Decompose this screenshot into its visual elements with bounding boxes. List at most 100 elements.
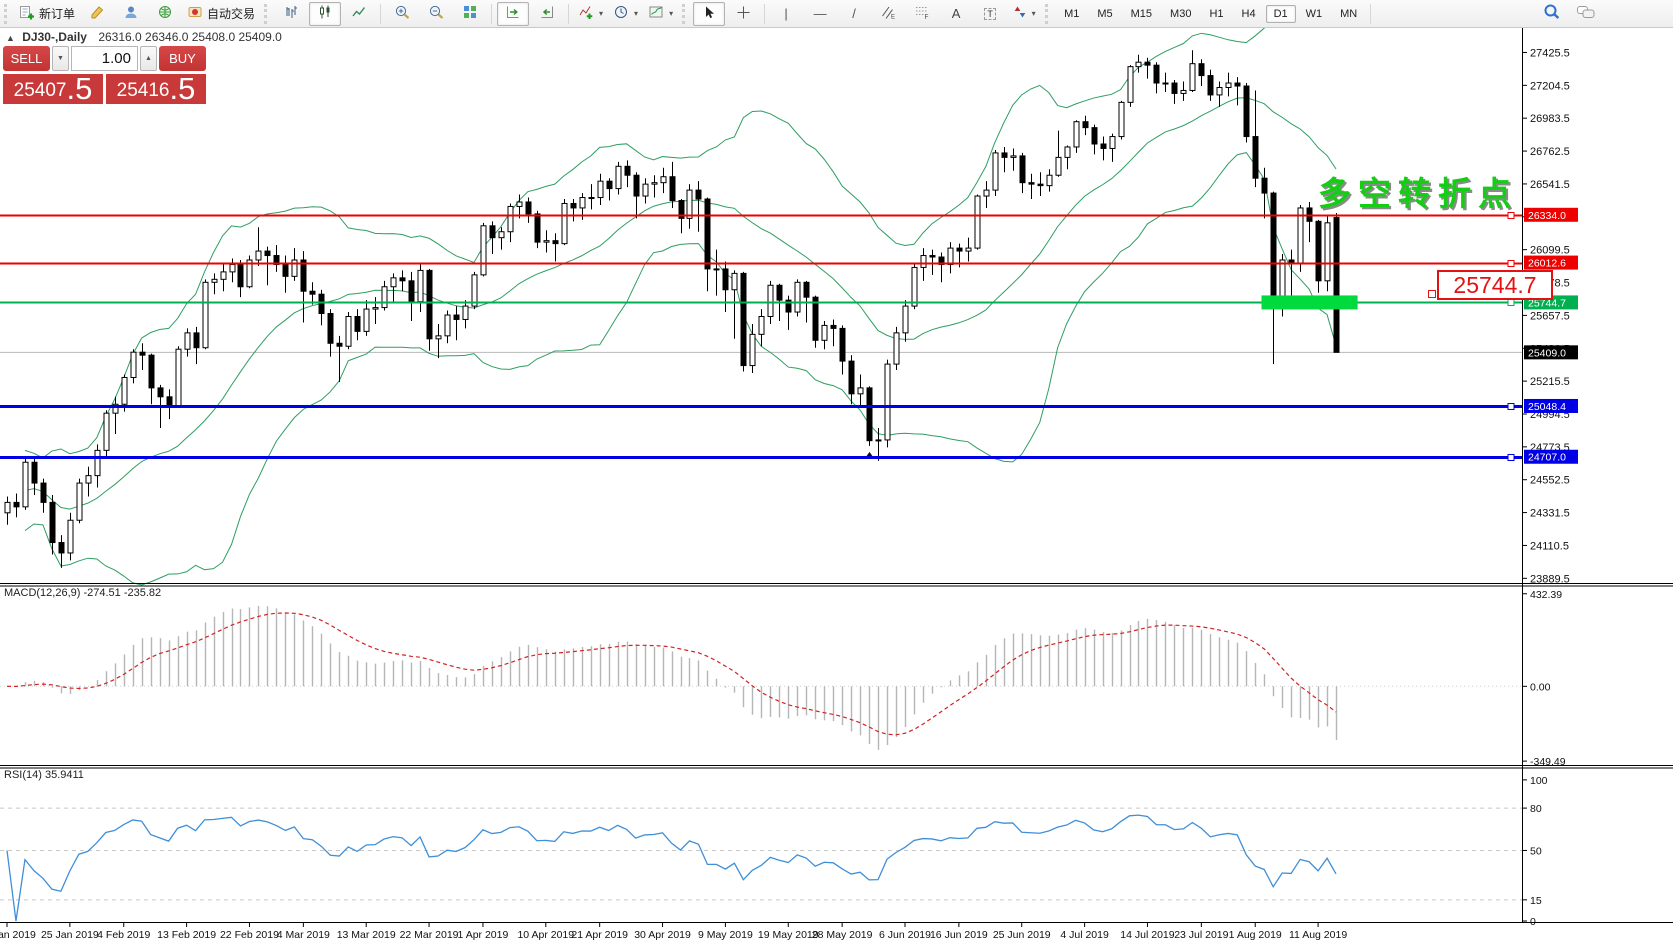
- profile-icon: [123, 4, 139, 23]
- autoscroll-icon: [505, 4, 521, 23]
- toolbar-separator: [1370, 3, 1372, 24]
- volume-input[interactable]: [71, 46, 138, 71]
- svg-text:26541.5: 26541.5: [1530, 179, 1570, 191]
- chart-canvas[interactable]: 23889.524110.524331.524552.524773.524994…: [0, 27, 1673, 949]
- one-click-trade-panel: SELL ▼ ▲ BUY 25407.5 25416.5: [3, 46, 206, 104]
- timeframe-m1[interactable]: M1: [1064, 7, 1080, 20]
- toolbar-separator: [491, 3, 493, 24]
- svg-text:1 Aug 2019: 1 Aug 2019: [1229, 929, 1282, 941]
- buy-price-fraction: .5: [169, 71, 196, 106]
- line-chart-button[interactable]: [343, 2, 375, 26]
- timeframe-h4[interactable]: H4: [1241, 7, 1256, 20]
- zoom-in-button[interactable]: [386, 2, 418, 26]
- arrows-icon: [1013, 5, 1027, 22]
- price-axis: 23889.524110.524331.524552.524773.524994…: [1522, 47, 1570, 585]
- text-button[interactable]: A: [940, 2, 972, 26]
- svg-text:25215.5: 25215.5: [1530, 376, 1570, 388]
- profile-button[interactable]: [115, 2, 147, 26]
- timeframe-d1[interactable]: D1: [1265, 4, 1296, 23]
- chat-button[interactable]: [1570, 2, 1602, 26]
- turning-point-annotation: 多空转折点: [1318, 175, 1518, 212]
- svg-text:25744.7: 25744.7: [1528, 297, 1566, 309]
- tile-windows-icon: [462, 4, 478, 23]
- autoscroll-button[interactable]: [497, 1, 530, 26]
- crosshair-icon: [736, 5, 751, 23]
- chat-icon: [1576, 4, 1596, 23]
- toolbar-separator: [1045, 3, 1051, 24]
- label-button[interactable]: T: [974, 2, 1006, 26]
- search-button[interactable]: [1536, 2, 1568, 26]
- periods-button[interactable]: ▾: [609, 2, 642, 26]
- cursor-icon: [702, 5, 717, 23]
- timeframe-m30[interactable]: M30: [1170, 7, 1192, 20]
- channel-button[interactable]: E: [872, 2, 904, 26]
- indicators-button[interactable]: ▾: [574, 2, 607, 26]
- timeframe-w1[interactable]: W1: [1305, 7, 1323, 20]
- bar-chart-button[interactable]: [275, 2, 307, 26]
- zoom-out-icon: [428, 4, 445, 24]
- toolbar-separator: [682, 3, 688, 24]
- market-watch-button[interactable]: [149, 2, 181, 26]
- channel-icon: E: [880, 4, 896, 23]
- cursor-button[interactable]: [693, 1, 726, 26]
- candles: [4, 50, 1340, 568]
- autotrade-button[interactable]: 自动交易: [183, 2, 259, 26]
- svg-text:13 Mar 2019: 13 Mar 2019: [337, 929, 396, 941]
- timeframe-h1[interactable]: H1: [1209, 7, 1224, 20]
- metaeditor-icon: [89, 4, 105, 23]
- macd-label: MACD(12,26,9) -274.51 -235.82: [4, 587, 162, 599]
- buy-button[interactable]: BUY: [159, 46, 206, 71]
- timeframe-mn[interactable]: MN: [1340, 7, 1358, 20]
- vline-button[interactable]: |: [770, 2, 802, 26]
- tile-windows-button[interactable]: [454, 2, 486, 26]
- svg-text:25 Jan 2019: 25 Jan 2019: [41, 929, 99, 941]
- volume-up-button[interactable]: ▲: [140, 46, 157, 71]
- chart-shift-button[interactable]: [531, 2, 563, 26]
- timeframe-m5[interactable]: M5: [1097, 7, 1113, 20]
- sell-price-display[interactable]: 25407.5: [3, 73, 103, 104]
- svg-text:28 May 2019: 28 May 2019: [812, 929, 873, 941]
- svg-text:F: F: [925, 14, 929, 20]
- pane-frame: [0, 27, 1673, 923]
- svg-text:4 Feb 2019: 4 Feb 2019: [97, 929, 150, 941]
- svg-text:E: E: [891, 15, 895, 21]
- svg-text:15: 15: [1530, 895, 1542, 907]
- new-order-button[interactable]: 新订单: [15, 2, 79, 26]
- zoom-in-icon: [394, 4, 411, 24]
- vline-icon: |: [784, 6, 788, 21]
- svg-text:26762.5: 26762.5: [1530, 146, 1570, 158]
- arrows-button[interactable]: ▾: [1008, 2, 1040, 26]
- dropdown-arrow-icon: ▾: [599, 9, 604, 18]
- svg-text:21 Apr 2019: 21 Apr 2019: [571, 929, 628, 941]
- svg-text:26012.6: 26012.6: [1528, 258, 1566, 270]
- metaeditor-button[interactable]: [81, 2, 113, 26]
- zoom-out-button[interactable]: [420, 2, 452, 26]
- svg-text:25 Jun 2019: 25 Jun 2019: [993, 929, 1051, 941]
- svg-text:24707.0: 24707.0: [1528, 452, 1566, 464]
- svg-text:24331.5: 24331.5: [1530, 508, 1570, 520]
- volume-down-button[interactable]: ▼: [52, 46, 69, 71]
- timeframe-m15[interactable]: M15: [1130, 7, 1153, 20]
- svg-text:26334.0: 26334.0: [1528, 210, 1566, 222]
- chart-ohlc-values: 26316.0 26346.0 25408.0 25409.0: [98, 30, 282, 44]
- toolbar-separator: [380, 3, 382, 24]
- svg-text:16 Jun 2019: 16 Jun 2019: [930, 929, 988, 941]
- candlestick-button[interactable]: [309, 1, 342, 26]
- svg-text:50: 50: [1530, 845, 1542, 857]
- dropdown-arrow-icon: ▾: [669, 9, 674, 18]
- hline-button[interactable]: —: [804, 2, 836, 26]
- svg-text:24110.5: 24110.5: [1530, 540, 1569, 552]
- trade-marker: [866, 451, 873, 457]
- sell-button[interactable]: SELL: [3, 46, 50, 71]
- templates-button[interactable]: ▾: [644, 2, 677, 26]
- svg-text:9 May 2019: 9 May 2019: [698, 929, 753, 941]
- bar-chart-icon: [283, 4, 299, 23]
- crosshair-button[interactable]: [727, 2, 759, 26]
- fibonacci-button[interactable]: F: [906, 2, 938, 26]
- trendline-icon: /: [852, 6, 856, 21]
- collapse-icon[interactable]: ▲: [6, 33, 15, 43]
- buy-price-display[interactable]: 25416.5: [106, 71, 206, 106]
- trendline-button[interactable]: /: [838, 2, 870, 26]
- chart-shift-icon: [539, 4, 555, 23]
